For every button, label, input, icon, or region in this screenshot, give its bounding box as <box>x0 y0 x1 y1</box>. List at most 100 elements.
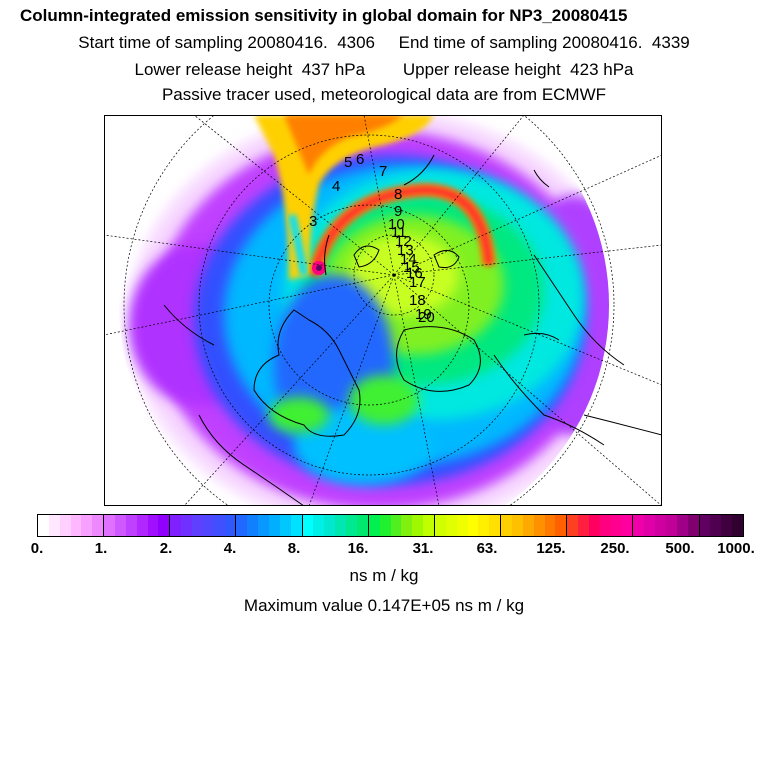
track-label: 13 <box>397 242 414 259</box>
colorbar-swatch <box>676 515 688 536</box>
colorbar-swatch <box>467 515 479 536</box>
colorbar-tick: 0. <box>30 540 44 557</box>
upper-release-height: Upper release height 423 hPa <box>402 60 634 79</box>
polar-projection-svg: 3 4 5 6 7 8 9 10 11 12 13 14 15 16 17 18… <box>104 115 662 506</box>
colorbar-swatch <box>390 515 402 536</box>
graticule <box>104 115 662 506</box>
colorbar-tick: 1. <box>94 540 108 557</box>
track-label: 3 <box>309 213 317 230</box>
colorbar-swatch <box>655 515 666 536</box>
colorbar-swatch <box>368 515 380 536</box>
colorbar-swatch <box>501 515 512 536</box>
colorbar-swatch <box>644 515 656 536</box>
colorbar-swatch <box>356 515 369 536</box>
colorbar-swatch <box>721 515 733 536</box>
trajectory-labels: 3 4 5 6 7 8 9 10 11 12 13 14 15 16 17 18… <box>309 151 435 326</box>
colorbar-swatch <box>710 515 722 536</box>
colorbar-swatch <box>59 515 71 536</box>
track-label: 17 <box>409 274 426 291</box>
colorbar-swatch <box>48 515 60 536</box>
colorbar-unit: ns m / kg <box>349 566 419 585</box>
colorbar-swatch <box>578 515 589 536</box>
colorbar-swatch <box>522 515 534 536</box>
colorbar-swatch <box>224 515 237 536</box>
colorbar-swatch <box>247 515 259 536</box>
colorbar-swatch <box>434 515 446 536</box>
track-label: 11 <box>391 224 407 241</box>
colorbar-swatch <box>401 515 413 536</box>
colorbar-swatch <box>633 515 645 536</box>
colorbar-tick: 63. <box>476 540 498 557</box>
colorbar-swatch <box>544 515 556 536</box>
colorbar-swatch <box>147 515 159 536</box>
colorbar-tick: 4. <box>223 540 237 557</box>
track-label: 15 <box>403 259 420 276</box>
colorbar-swatch <box>104 515 116 536</box>
track-label: 7 <box>379 163 387 180</box>
colorbar-swatch <box>279 515 291 536</box>
colorbar-swatch <box>202 515 214 536</box>
track-label: 6 <box>356 151 364 168</box>
colorbar-tick: 1000. <box>717 540 755 557</box>
sensitivity-map: 3 4 5 6 7 8 9 10 11 12 13 14 15 16 17 18… <box>104 115 662 506</box>
colorbar-tick: 250. <box>600 540 630 557</box>
colorbar-swatch <box>610 515 622 536</box>
tracer-note: Passive tracer used, meteorological data… <box>161 85 607 104</box>
lower-release-height: Lower release height 437 hPa <box>134 60 366 79</box>
colorbar-swatch <box>588 515 600 536</box>
colorbar-tick: 2. <box>159 540 173 557</box>
colorbar-swatch <box>115 515 126 536</box>
colorbar-swatch <box>599 515 611 536</box>
colorbar-swatch <box>489 515 502 536</box>
track-label: 12 <box>395 233 412 250</box>
colorbar-tick: 125. <box>536 540 566 557</box>
colorbar-swatch <box>258 515 270 536</box>
colorbar-swatch <box>478 515 490 536</box>
track-label: 19 <box>415 306 432 323</box>
colorbar-swatch <box>81 515 93 536</box>
colorbar-swatch <box>290 515 303 536</box>
colorbar-swatch <box>423 515 435 536</box>
colorbar-swatch <box>70 515 82 536</box>
colorbar-swatch <box>699 515 711 536</box>
colorbar-swatch <box>213 515 225 536</box>
colorbar-tick: 16. <box>347 540 369 557</box>
colorbar-swatch <box>456 515 468 536</box>
track-label: 10 <box>388 216 405 233</box>
colorbar-tick: 500. <box>665 540 695 557</box>
track-label: 8 <box>394 186 402 203</box>
colorbar-swatch <box>687 515 700 536</box>
colorbar-swatch <box>236 515 248 536</box>
sampling-times: Start time of sampling 20080416. 4306 En… <box>0 33 768 53</box>
track-label: 5 <box>344 154 352 171</box>
colorbar-swatch <box>621 515 634 536</box>
colorbar <box>37 514 744 537</box>
colorbar-swatch <box>533 515 545 536</box>
colorbar-swatch <box>445 515 457 536</box>
colorbar-swatch <box>567 515 579 536</box>
colorbar-tick: 8. <box>287 540 301 557</box>
colorbar-swatch <box>313 515 325 536</box>
colorbar-tick: 31. <box>412 540 434 557</box>
track-label: 18 <box>409 292 426 309</box>
track-label: 9 <box>394 203 402 220</box>
page-title: Column-integrated emission sensitivity i… <box>20 6 628 25</box>
colorbar-swatch <box>125 515 137 536</box>
colorbar-swatch <box>269 515 280 536</box>
end-time: End time of sampling 20080416. 4339 <box>398 33 690 52</box>
colorbar-swatch <box>379 515 391 536</box>
track-label: 20 <box>418 309 435 326</box>
colorbar-swatch <box>192 515 203 536</box>
maximum-value: Maximum value 0.147E+05 ns m / kg <box>243 596 525 615</box>
release-heights: Lower release height 437 hPa Upper relea… <box>0 60 768 80</box>
colorbar-swatch <box>136 515 148 536</box>
colorbar-swatch <box>732 515 743 536</box>
start-time: Start time of sampling 20080416. 4306 <box>78 33 376 52</box>
colorbar-swatch <box>92 515 105 536</box>
colorbar-swatch <box>412 515 424 536</box>
colorbar-swatch <box>511 515 523 536</box>
colorbar-swatch <box>170 515 182 536</box>
track-label: 16 <box>406 265 423 282</box>
colorbar-swatch <box>324 515 336 536</box>
colorbar-swatch <box>38 515 49 536</box>
